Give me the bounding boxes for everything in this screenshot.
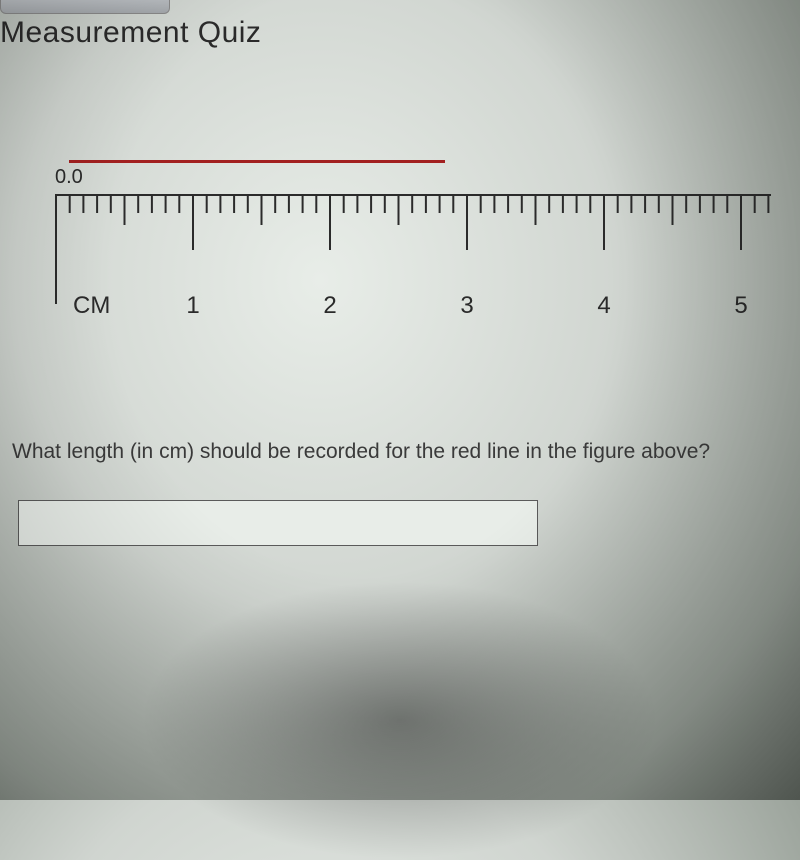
red-measurement-line [69,160,446,163]
question-text: What length (in cm) should be recorded f… [12,440,710,464]
tick-label: 2 [323,292,336,320]
photo-shadow [140,580,660,860]
page-title: Measurement Quiz [0,16,261,50]
tick-label: 1 [186,292,199,320]
photo-vignette [0,0,800,800]
browser-tab-fragment [0,0,170,14]
tick-label: 4 [597,292,610,320]
tick-label: 5 [734,292,747,320]
ruler-svg [55,194,771,319]
tick-label: 3 [460,292,473,320]
unit-label: CM [73,292,110,320]
ruler-figure: 0.0 CM 1 2 3 4 5 [55,160,800,360]
answer-input[interactable] [18,500,538,546]
zero-label: 0.0 [55,166,83,189]
